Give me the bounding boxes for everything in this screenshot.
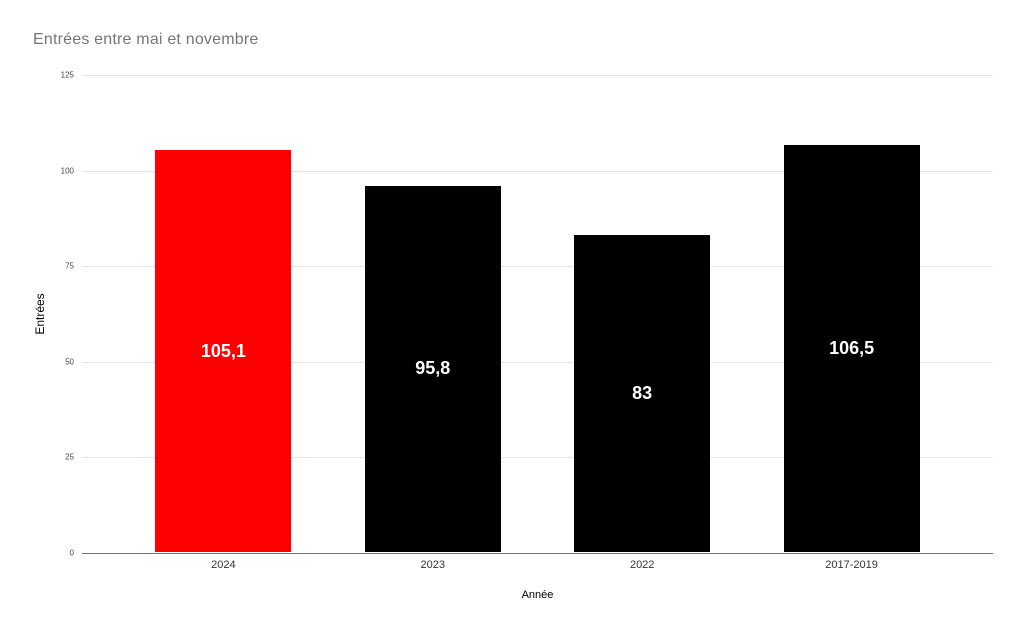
- y-tick-label: 25: [65, 452, 74, 462]
- bar-value-label: 83: [632, 382, 653, 403]
- y-gridline: [82, 75, 993, 76]
- bar-2017-2019: 106,5: [783, 144, 920, 552]
- bar-value-label: 106,5: [829, 337, 875, 358]
- y-gridline: [82, 457, 993, 459]
- bar-value-label: 95,8: [415, 358, 451, 379]
- y-tick-label: 0: [69, 548, 74, 558]
- y-gridline: [82, 170, 993, 172]
- x-tick-label: 2022: [629, 559, 655, 571]
- x-axis-title: Année: [521, 589, 554, 601]
- y-tick-label: 75: [65, 261, 74, 271]
- bar-2024: 105,1: [155, 150, 292, 552]
- plot-area: 105,1 95,8 83 106,5: [82, 75, 993, 554]
- chart-title: Entrées entre mai et novembre: [33, 31, 259, 48]
- bar-value-label: 105,1: [200, 340, 246, 361]
- x-tick-label: 2023: [420, 559, 446, 571]
- bar-2022: 83: [574, 234, 711, 552]
- y-gridline: [82, 266, 993, 268]
- y-axis-title: Entrées: [33, 293, 47, 335]
- x-axis-baseline: [82, 553, 993, 554]
- bar-2023: 95,8: [364, 185, 501, 552]
- y-tick-label: 125: [60, 70, 74, 80]
- y-tick-label: 100: [60, 166, 74, 176]
- y-gridline: [82, 361, 993, 363]
- y-tick-label: 50: [65, 357, 74, 367]
- x-tick-label: 2024: [211, 559, 236, 571]
- x-tick-label: 2017-2019: [825, 559, 878, 571]
